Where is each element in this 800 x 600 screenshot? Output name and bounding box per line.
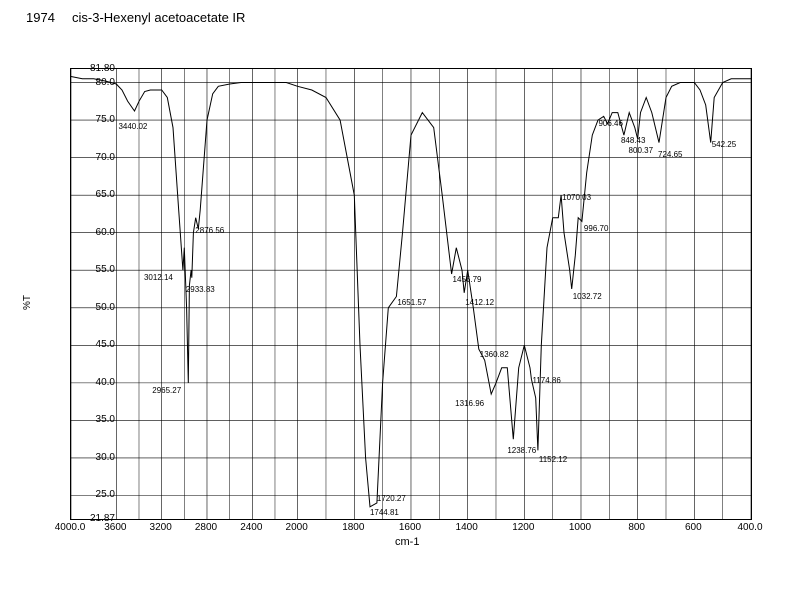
peak-label: 3440.02: [118, 122, 147, 131]
x-tick: 2000: [286, 522, 308, 533]
peak-label: 1070.03: [562, 193, 591, 202]
y-axis-label: %T: [22, 295, 33, 310]
y-tick: 25.0: [75, 489, 115, 500]
y-tick: 45.0: [75, 339, 115, 350]
peak-label: 1651.57: [397, 298, 426, 307]
peak-label: 724.65: [658, 150, 682, 159]
peak-label: 1316.96: [455, 399, 484, 408]
peak-label: 1720.27: [377, 494, 406, 503]
y-tick: 35.0: [75, 414, 115, 425]
peak-label: 1174.86: [532, 376, 560, 385]
peak-label: 542.25: [712, 140, 736, 149]
peak-label: 1744.81: [370, 508, 399, 517]
x-tick: 1400: [456, 522, 478, 533]
peak-label: 2933.83: [186, 285, 215, 294]
chart-id: 1974: [26, 10, 55, 25]
y-tick: 30.0: [75, 452, 115, 463]
spectrum-trace: [71, 69, 751, 519]
x-tick: 2800: [195, 522, 217, 533]
y-tick: 60.0: [75, 227, 115, 238]
y-tick: 40.0: [75, 377, 115, 388]
x-tick: 1600: [399, 522, 421, 533]
y-tick: 70.0: [75, 152, 115, 163]
x-tick: 1200: [512, 522, 534, 533]
peak-label: 800.37: [629, 146, 653, 155]
peak-label: 2965.27: [152, 386, 181, 395]
y-tick: 50.0: [75, 302, 115, 313]
chart-title: cis-3-Hexenyl acetoacetate IR: [72, 10, 245, 25]
y-tick: 81.80: [75, 63, 115, 74]
y-tick: 80.0: [75, 77, 115, 88]
peak-label: 906.46: [598, 119, 622, 128]
x-tick: 1800: [342, 522, 364, 533]
peak-label: 848.43: [621, 136, 645, 145]
y-tick: 65.0: [75, 189, 115, 200]
peak-label: 3012.14: [144, 273, 173, 282]
x-tick: 400.0: [737, 522, 762, 533]
peak-label: 1456.79: [453, 275, 482, 284]
peak-label: 2876.56: [195, 226, 224, 235]
x-tick: 3200: [150, 522, 172, 533]
peak-label: 1032.72: [573, 292, 602, 301]
x-tick: 3600: [104, 522, 126, 533]
y-tick: 75.0: [75, 114, 115, 125]
peak-label: 1360.82: [480, 350, 509, 359]
peak-label: 1238.76: [507, 446, 536, 455]
x-tick: 1000: [569, 522, 591, 533]
x-tick: 800: [628, 522, 645, 533]
y-tick: 55.0: [75, 264, 115, 275]
x-tick: 4000.0: [55, 522, 86, 533]
peak-label: 1152.12: [539, 455, 567, 464]
plot-area: [70, 68, 752, 520]
peak-label: 1412.12: [465, 298, 494, 307]
x-tick: 2400: [240, 522, 262, 533]
x-tick: 600: [685, 522, 702, 533]
peak-label: 996.70: [584, 224, 608, 233]
x-axis-label: cm-1: [395, 536, 419, 548]
